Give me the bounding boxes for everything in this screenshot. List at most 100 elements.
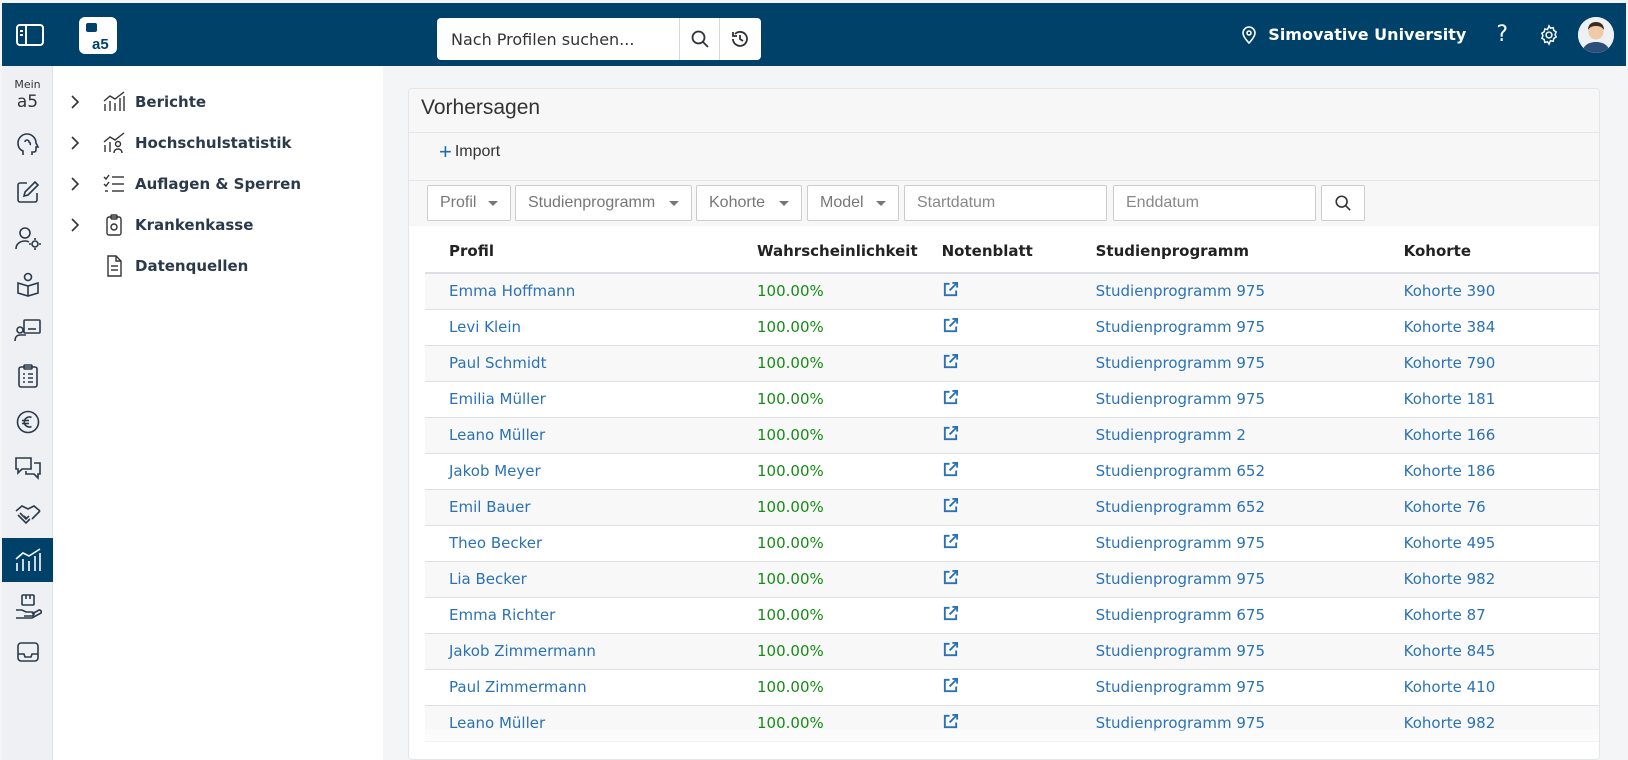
studienprogramm-link[interactable]: Studienprogramm 975	[1095, 678, 1265, 696]
studienprogramm-link[interactable]: Studienprogramm 975	[1095, 642, 1265, 660]
profile-link[interactable]: Emilia Müller	[449, 390, 546, 408]
enddatum-input[interactable]	[1113, 185, 1316, 221]
profile-link[interactable]: Leano Müller	[449, 426, 546, 444]
hand-box-icon[interactable]	[2, 584, 53, 628]
studienprogramm-link[interactable]: Studienprogramm 975	[1095, 570, 1265, 588]
search-input[interactable]	[437, 18, 679, 60]
external-link-icon[interactable]	[942, 353, 959, 370]
handshake-icon[interactable]	[2, 492, 53, 536]
studienprogramm-link[interactable]: Studienprogramm 975	[1095, 534, 1265, 552]
studienprogramm-link[interactable]: Studienprogramm 975	[1095, 318, 1265, 336]
profile-link[interactable]: Theo Becker	[449, 534, 543, 552]
history-button[interactable]	[719, 18, 759, 60]
external-link-icon[interactable]	[942, 713, 959, 730]
profile-link[interactable]: Paul Schmidt	[449, 354, 547, 372]
search-icon	[691, 30, 709, 48]
app-logo[interactable]: a5	[79, 17, 117, 54]
studienprogramm-filter[interactable]: Studienprogramm	[515, 185, 692, 221]
kohorte-link[interactable]: Kohorte 982	[1403, 570, 1496, 588]
kohorte-link[interactable]: Kohorte 982	[1403, 714, 1496, 732]
profil-filter[interactable]: Profil	[427, 185, 511, 221]
table-row: Emilia Müller 100.00% Studienprogramm 975 K…	[425, 381, 1599, 418]
filter-search-button[interactable]	[1321, 185, 1365, 221]
external-link-icon[interactable]	[942, 605, 959, 622]
chevron-right-icon[interactable]	[70, 217, 80, 233]
studienprogramm-link[interactable]: Studienprogramm 675	[1095, 606, 1265, 624]
inbox-icon[interactable]	[2, 630, 53, 674]
chevron-right-icon[interactable]	[70, 176, 80, 192]
studienprogramm-link[interactable]: Studienprogramm 652	[1095, 498, 1265, 516]
nav-item-datenquellen[interactable]: Datenquellen	[53, 246, 383, 286]
kohorte-link[interactable]: Kohorte 390	[1403, 282, 1496, 301]
nav-item-berichte[interactable]: Berichte	[53, 82, 383, 122]
kohorte-filter[interactable]: Kohorte	[696, 185, 802, 221]
gear-icon[interactable]	[1538, 23, 1560, 46]
profile-link[interactable]: Emil Bauer	[449, 498, 531, 516]
model-filter[interactable]: Model	[807, 185, 899, 221]
startdatum-input[interactable]	[904, 185, 1107, 221]
chevron-right-icon[interactable]	[70, 135, 80, 151]
sidebar-toggle-icon[interactable]	[14, 21, 46, 49]
column-header-notenblatt[interactable]: Notenblatt	[917, 229, 1072, 274]
studienprogramm-link[interactable]: Studienprogramm 975	[1095, 390, 1265, 408]
kohorte-link[interactable]: Kohorte 181	[1403, 390, 1496, 408]
profile-link[interactable]: Jakob Zimmermann	[449, 642, 596, 660]
external-link-icon[interactable]	[942, 461, 959, 478]
university-selector[interactable]: Simovative University	[1242, 25, 1466, 44]
external-link-icon[interactable]	[942, 317, 959, 334]
profile-link[interactable]: Emma Hoffmann	[449, 282, 576, 301]
studienprogramm-link[interactable]: Studienprogramm 975	[1095, 282, 1265, 301]
table-row: Lia Becker 100.00% Studienprogramm 975 Koho…	[425, 561, 1599, 598]
profile-link[interactable]: Paul Zimmermann	[449, 678, 587, 696]
studienprogramm-link[interactable]: Studienprogramm 975	[1095, 354, 1265, 372]
import-button[interactable]: + Import	[439, 141, 500, 163]
mein-a5-link[interactable]: Mein a5	[2, 78, 53, 112]
external-link-icon[interactable]	[942, 389, 959, 406]
help-icon[interactable]: ?	[1496, 22, 1508, 47]
book-reader-icon[interactable]	[2, 262, 53, 306]
kohorte-link[interactable]: Kohorte 410	[1403, 678, 1496, 696]
page-title: Vorhersagen	[409, 89, 1599, 133]
edit-icon[interactable]	[2, 170, 53, 214]
external-link-icon[interactable]	[942, 533, 959, 550]
profile-link[interactable]: Levi Klein	[449, 318, 522, 336]
search-button[interactable]	[679, 18, 719, 60]
external-link-icon[interactable]	[942, 497, 959, 514]
column-header-wahrscheinlichkeit[interactable]: Wahrscheinlichkeit	[733, 229, 918, 274]
kohorte-link[interactable]: Kohorte 87	[1403, 606, 1486, 624]
column-header-kohorte[interactable]: Kohorte	[1379, 229, 1599, 274]
profile-link[interactable]: Jakob Meyer	[449, 462, 541, 480]
kohorte-link[interactable]: Kohorte 384	[1403, 318, 1496, 336]
profile-link[interactable]: Emma Richter	[449, 606, 556, 624]
studienprogramm-link[interactable]: Studienprogramm 2	[1095, 426, 1246, 444]
kohorte-link[interactable]: Kohorte 186	[1403, 462, 1496, 480]
clipboard-list-icon[interactable]	[2, 354, 53, 398]
chevron-right-icon[interactable]	[70, 94, 80, 110]
chat-icon[interactable]	[2, 446, 53, 490]
external-link-icon[interactable]	[942, 281, 959, 298]
column-header-studienprogramm[interactable]: Studienprogramm	[1071, 229, 1380, 274]
analytics-icon[interactable]	[2, 538, 53, 582]
nav-item-krankenkasse[interactable]: Krankenkasse	[53, 205, 383, 245]
studienprogramm-link[interactable]: Studienprogramm 975	[1095, 714, 1265, 732]
studienprogramm-link[interactable]: Studienprogramm 652	[1095, 462, 1265, 480]
profile-link[interactable]: Leano Müller	[449, 714, 546, 732]
nav-item-auflagen-sperren[interactable]: Auflagen & Sperren	[53, 164, 383, 204]
user-avatar[interactable]	[1578, 16, 1614, 53]
kohorte-link[interactable]: Kohorte 495	[1403, 534, 1496, 552]
external-link-icon[interactable]	[942, 569, 959, 586]
external-link-icon[interactable]	[942, 641, 959, 658]
user-settings-icon[interactable]	[2, 216, 53, 260]
external-link-icon[interactable]	[942, 677, 959, 694]
column-header-profil[interactable]: Profil	[425, 229, 733, 274]
teacher-icon[interactable]	[2, 308, 53, 352]
nav-item-hochschulstatistik[interactable]: Hochschulstatistik	[53, 123, 383, 163]
kohorte-link[interactable]: Kohorte 790	[1403, 354, 1496, 372]
kohorte-link[interactable]: Kohorte 76	[1403, 498, 1486, 516]
external-link-icon[interactable]	[942, 425, 959, 442]
kohorte-link[interactable]: Kohorte 166	[1403, 426, 1496, 444]
kohorte-link[interactable]: Kohorte 845	[1403, 642, 1496, 660]
euro-icon[interactable]	[2, 400, 53, 444]
brain-icon[interactable]	[2, 124, 53, 168]
profile-link[interactable]: Lia Becker	[449, 570, 527, 588]
